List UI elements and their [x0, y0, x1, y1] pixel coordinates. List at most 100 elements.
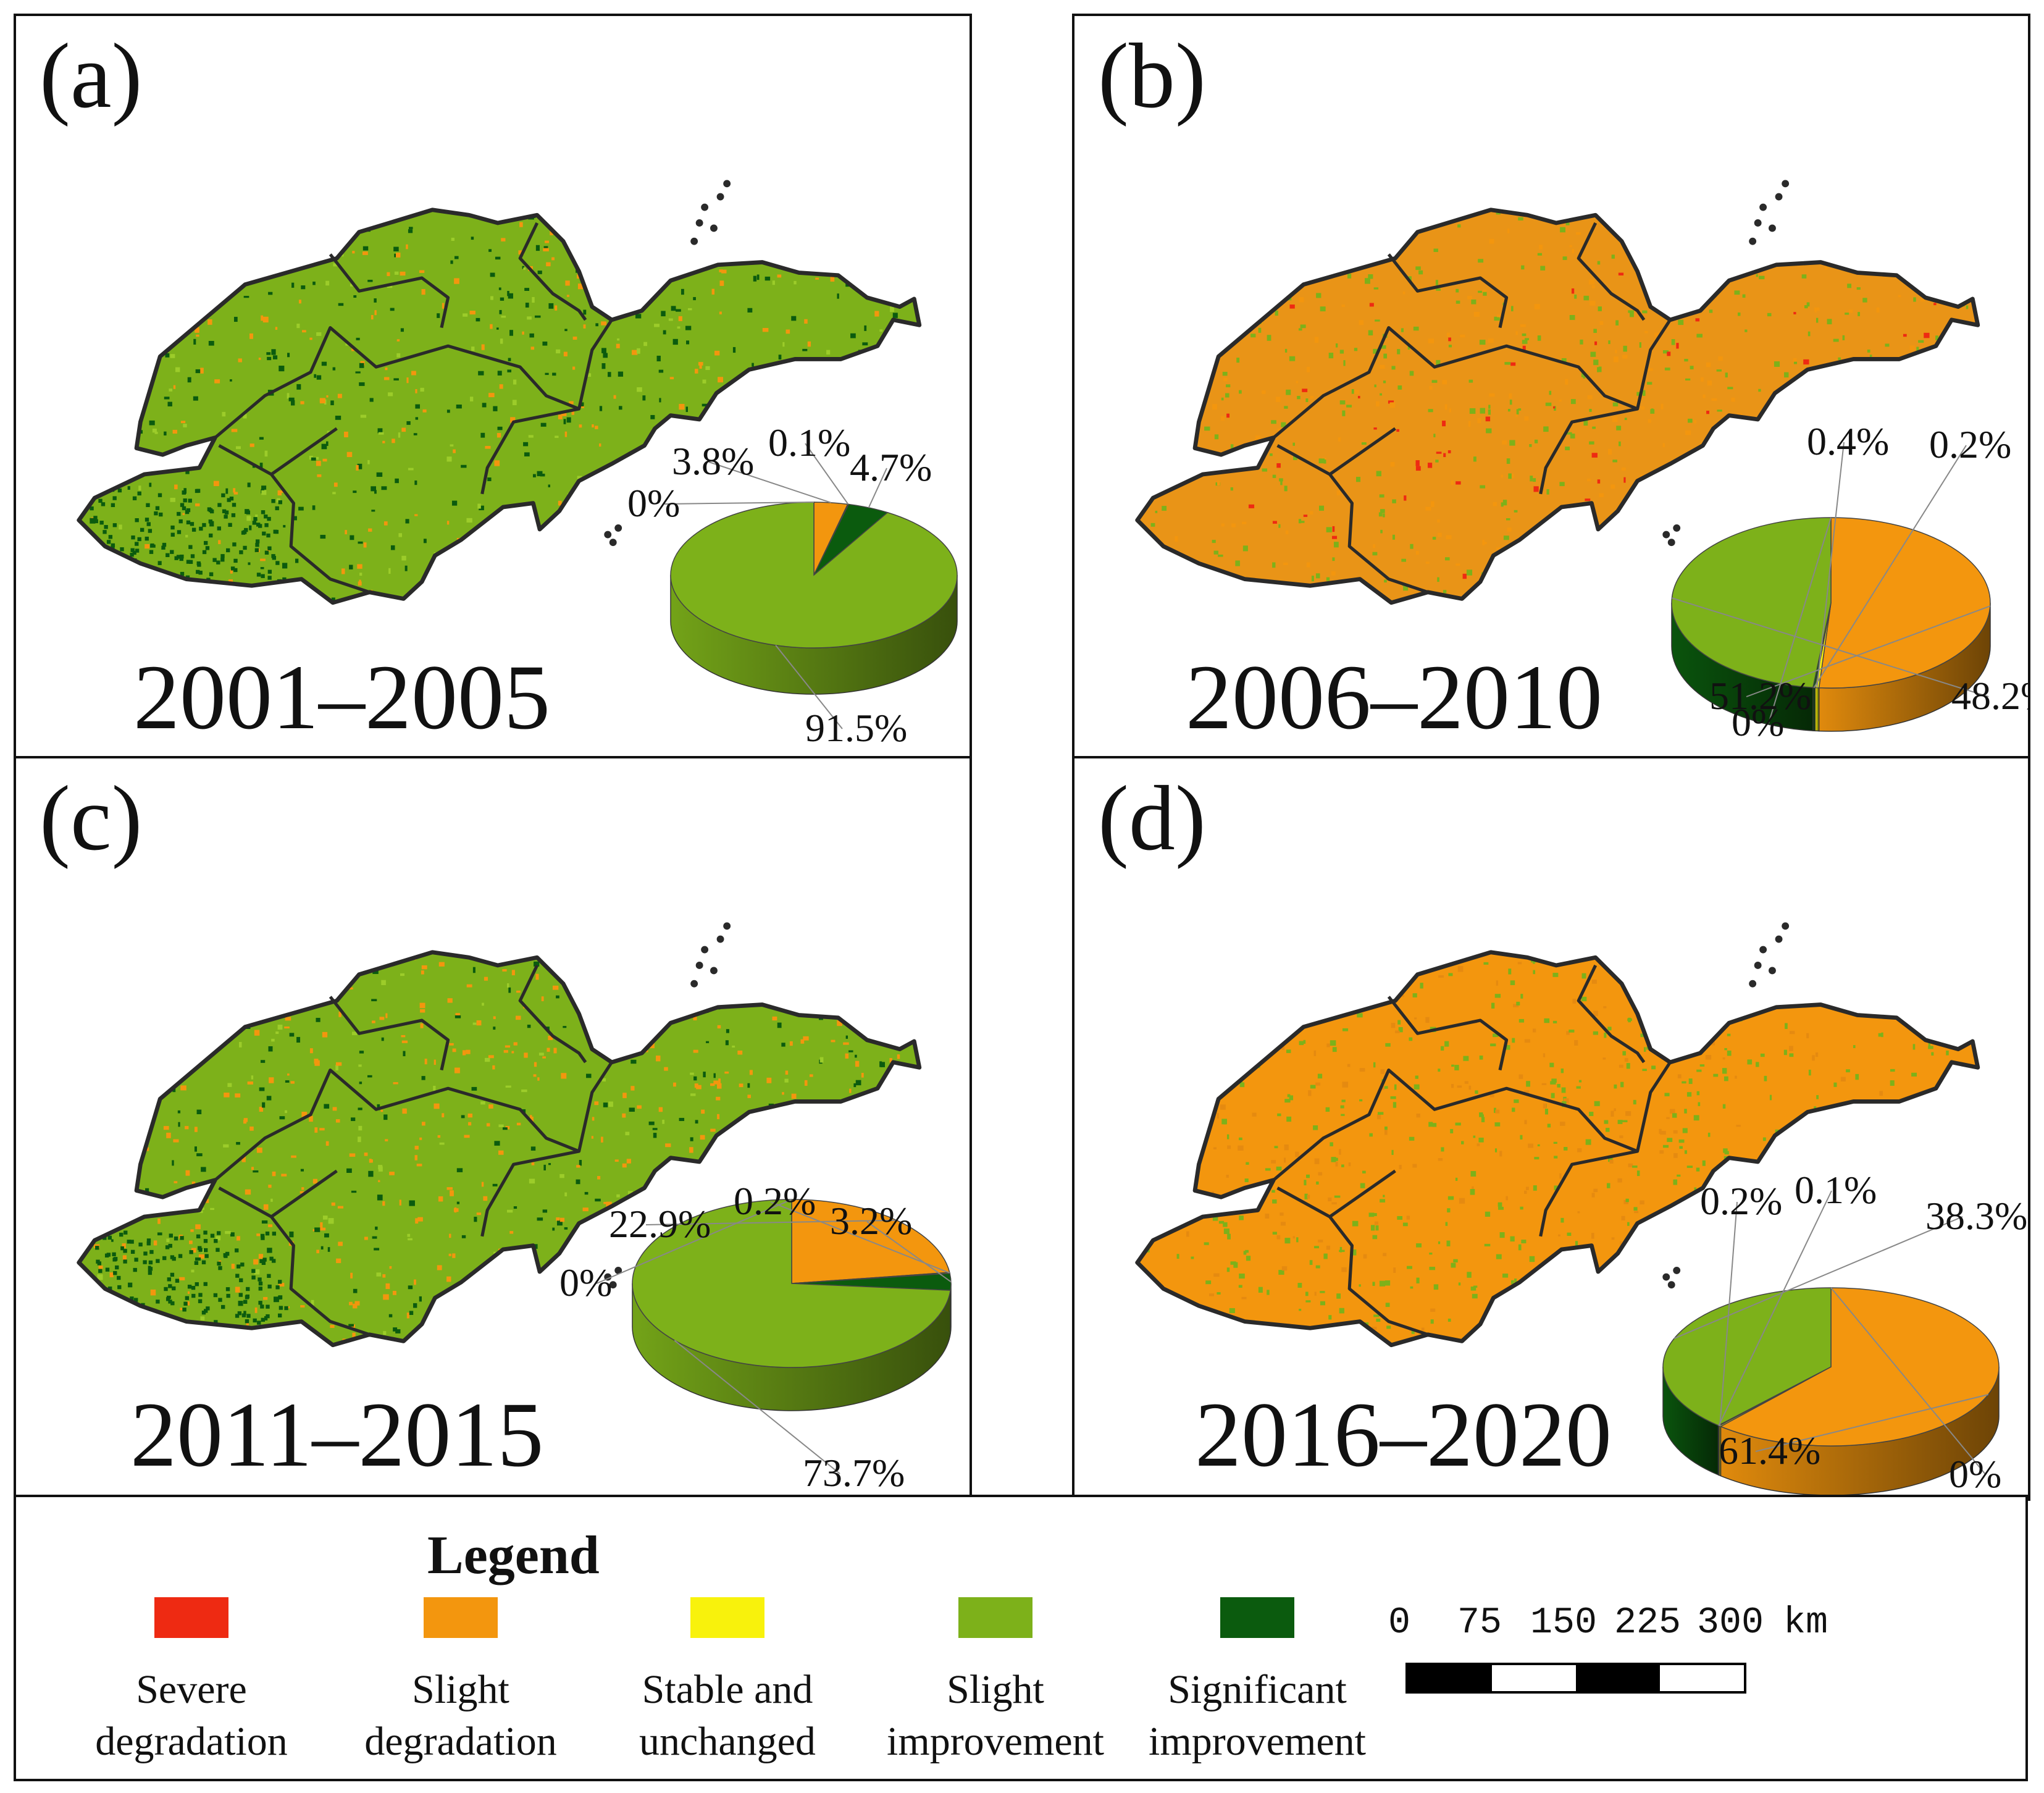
city-boundary — [214, 326, 580, 439]
land-cover-pixel — [1454, 1065, 1459, 1070]
land-cover-pixel — [1226, 1134, 1229, 1140]
land-cover-pixel — [312, 1178, 318, 1184]
land-cover-pixel — [1303, 514, 1308, 517]
land-cover-pixel — [1459, 1198, 1465, 1204]
land-cover-pixel — [1451, 1262, 1456, 1268]
land-cover-pixel — [259, 463, 263, 468]
land-cover-pixel — [1918, 340, 1924, 343]
land-cover-pixel — [1933, 303, 1937, 306]
land-cover-pixel — [1612, 460, 1617, 463]
pie-leader-line — [866, 1221, 952, 1283]
land-cover-pixel — [238, 358, 242, 363]
land-cover-pixel — [1489, 1091, 1494, 1098]
land-cover-pixel — [1651, 408, 1654, 413]
scale-tick: 0 — [1388, 1602, 1411, 1644]
land-cover-pixel — [1300, 521, 1305, 523]
land-cover-pixel — [1589, 408, 1592, 412]
land-cover-pixel — [1360, 1183, 1365, 1188]
land-cover-pixel — [1727, 387, 1733, 390]
land-cover-pixel — [1585, 1139, 1591, 1145]
land-cover-pixel — [1876, 307, 1880, 313]
land-cover-pixel — [246, 516, 251, 521]
land-cover-pixel — [313, 456, 319, 460]
pie-leader-line — [645, 1219, 897, 1225]
province-map — [1135, 922, 1980, 1348]
land-cover-pixel — [374, 490, 377, 494]
land-cover-pixel — [291, 282, 295, 288]
land-cover-pixel — [703, 1072, 706, 1078]
land-cover-pixel — [1569, 314, 1575, 321]
land-cover-pixel — [235, 1314, 240, 1318]
land-cover-pixel — [243, 545, 247, 550]
land-cover-pixel — [1421, 1327, 1425, 1331]
land-cover-pixel — [1511, 306, 1514, 312]
land-cover-pixel — [1558, 1234, 1560, 1237]
land-cover-pixel — [1620, 1081, 1624, 1088]
land-cover-pixel — [1334, 1195, 1341, 1198]
land-cover-pixel — [299, 1191, 304, 1194]
land-cover-pixel — [385, 367, 388, 371]
land-cover-pixel — [1541, 1083, 1547, 1085]
land-cover-pixel — [272, 355, 278, 359]
land-cover-pixel — [264, 450, 268, 457]
land-cover-pixel — [803, 1036, 809, 1041]
land-cover-pixel — [446, 1276, 451, 1282]
land-cover-pixel — [1313, 1050, 1317, 1056]
land-cover-pixel — [595, 426, 598, 429]
land-cover-pixel — [784, 1078, 789, 1083]
land-cover-pixel — [1785, 1023, 1788, 1029]
land-cover-pixel — [1285, 530, 1289, 535]
land-cover-pixel — [383, 1114, 388, 1120]
land-cover-pixel — [1912, 1044, 1916, 1050]
land-cover-pixel — [1437, 577, 1439, 582]
land-cover-pixel — [1433, 434, 1436, 438]
land-cover-pixel — [279, 1283, 285, 1287]
land-cover-pixel — [1557, 1084, 1560, 1088]
land-cover-pixel — [1551, 1078, 1557, 1083]
land-cover-pixel — [1436, 451, 1442, 454]
city-boundary — [518, 964, 587, 1064]
land-cover-pixel — [500, 338, 503, 344]
land-cover-pixel — [190, 1229, 194, 1232]
land-cover-pixel — [1205, 1280, 1212, 1285]
land-cover-pixel — [267, 516, 271, 521]
land-cover-pixel — [1593, 329, 1597, 334]
land-cover-pixel — [546, 262, 551, 267]
land-cover-pixel — [1488, 405, 1491, 409]
land-cover-pixel — [658, 369, 664, 373]
land-cover-pixel — [1372, 1327, 1377, 1330]
land-cover-pixel — [1444, 557, 1450, 561]
land-cover-pixel — [1838, 357, 1841, 360]
land-cover-pixel — [262, 531, 266, 536]
land-cover-pixel — [1351, 388, 1354, 394]
land-cover-pixel — [671, 306, 676, 311]
land-cover-pixel — [311, 457, 316, 461]
land-cover-pixel — [1878, 1033, 1883, 1037]
land-cover-pixel — [493, 1027, 496, 1030]
land-cover-pixel — [1386, 1325, 1391, 1329]
land-cover-pixel — [1546, 489, 1549, 495]
land-cover-pixel — [146, 1238, 151, 1243]
land-cover-pixel — [461, 464, 467, 468]
land-cover-pixel — [185, 510, 190, 514]
land-cover-pixel — [195, 369, 201, 374]
land-cover-pixel — [714, 350, 720, 356]
land-cover-pixel — [606, 1201, 612, 1207]
land-cover-pixel — [1620, 1241, 1622, 1247]
land-cover-pixel — [251, 1275, 256, 1280]
land-cover-pixel — [1238, 1285, 1242, 1288]
land-cover-pixel — [1328, 1197, 1332, 1201]
land-cover-pixel — [1476, 1143, 1480, 1146]
pie-wall — [1814, 687, 1820, 732]
land-cover-pixel — [249, 1126, 254, 1131]
land-cover-pixel — [556, 1219, 563, 1226]
land-cover-pixel — [1359, 1284, 1361, 1287]
land-cover-pixel — [1486, 428, 1492, 434]
land-cover-pixel — [1495, 1109, 1500, 1114]
land-cover-pixel — [335, 1064, 338, 1071]
land-cover-pixel — [180, 571, 185, 576]
land-cover-pixel — [415, 1218, 419, 1224]
land-cover-pixel — [492, 1065, 495, 1070]
land-cover-pixel — [173, 1139, 179, 1143]
land-cover-pixel — [389, 1172, 395, 1175]
